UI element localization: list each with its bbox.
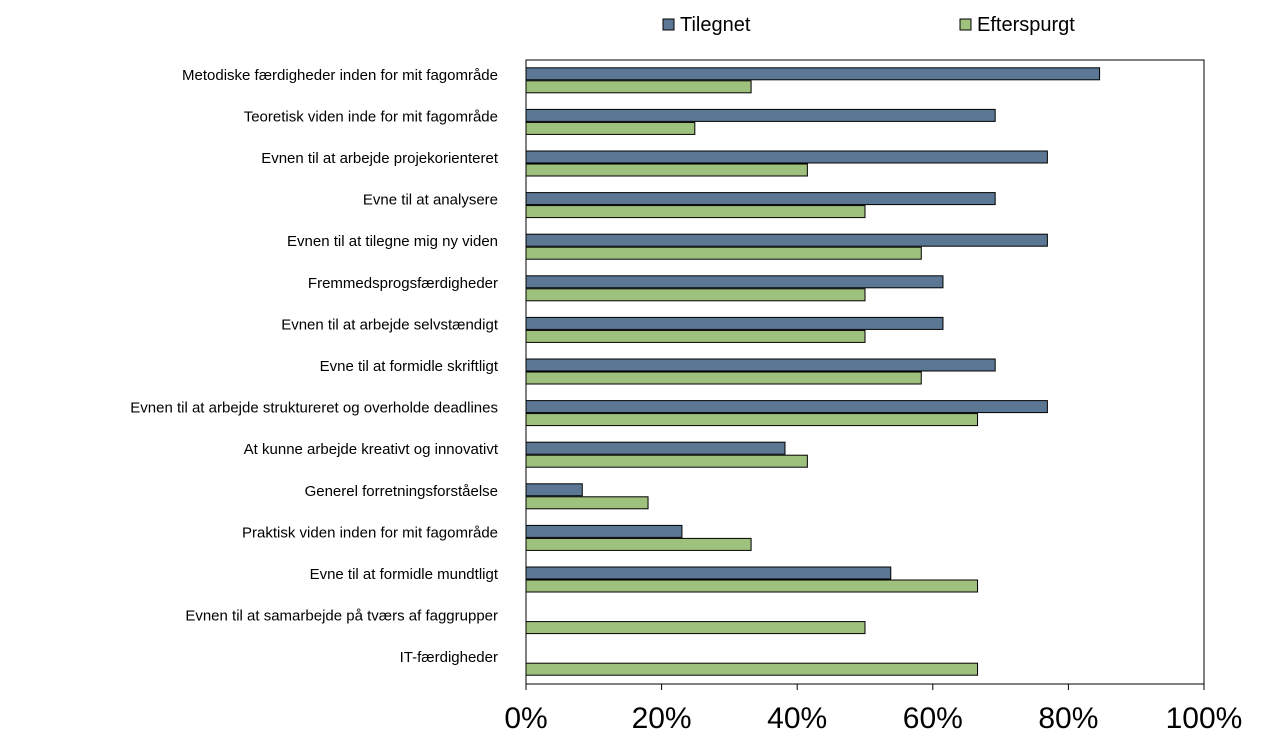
category-label: Evne til at formidle skriftligt <box>320 358 499 375</box>
bar-tilegnet <box>525 400 1048 414</box>
bar-efterspurgt <box>525 205 866 219</box>
legend-swatch-2 <box>959 18 972 31</box>
category-label: At kunne arbejde kreativt og innovativt <box>244 441 499 458</box>
bar-efterspurgt <box>525 371 922 385</box>
category-label: Metodiske færdigheder inden for mit fago… <box>182 67 498 84</box>
bar-efterspurgt <box>525 413 979 427</box>
x-tick-label: 0% <box>504 702 547 735</box>
bar-efterspurgt <box>525 329 866 343</box>
category-label: Evnen til at tilegne mig ny viden <box>287 233 498 250</box>
bar-efterspurgt <box>525 288 866 302</box>
bar-tilegnet <box>525 67 1101 81</box>
legend-label-1: Tilegnet <box>680 14 751 36</box>
x-tick-label: 20% <box>632 702 692 735</box>
x-tick-label: 80% <box>1038 702 1098 735</box>
category-label: Evnen til at arbejde struktureret og ove… <box>130 400 498 417</box>
bar-efterspurgt <box>525 80 752 94</box>
bar-efterspurgt <box>525 621 866 635</box>
bar-tilegnet <box>525 566 892 580</box>
bar-efterspurgt <box>525 454 808 468</box>
x-axis: 0% 20% 40% 60% 80% 100% <box>504 684 1242 735</box>
x-tick-label: 60% <box>903 702 963 735</box>
bar-tilegnet <box>525 483 583 497</box>
bar-tilegnet <box>525 108 996 122</box>
chart-legend: Tilegnet Efterspurgt <box>662 14 1075 36</box>
bars <box>525 67 1101 676</box>
bar-efterspurgt <box>525 121 696 135</box>
category-label: Fremmedsprogsfærdigheder <box>308 275 498 292</box>
legend-label-2: Efterspurgt <box>977 14 1075 36</box>
bar-efterspurgt <box>525 537 752 551</box>
bar-tilegnet <box>525 275 944 289</box>
x-tick-label: 40% <box>767 702 827 735</box>
bar-efterspurgt <box>525 579 979 593</box>
bar-efterspurgt <box>525 246 922 260</box>
bar-tilegnet <box>525 358 996 372</box>
category-label: Generel forretningsforståelse <box>305 483 498 500</box>
bar-efterspurgt <box>525 496 649 510</box>
category-label: Praktisk viden inden for mit fagområde <box>242 524 498 541</box>
bar-tilegnet <box>525 441 786 455</box>
category-label: Evne til at analysere <box>363 192 498 209</box>
bar-tilegnet <box>525 192 996 206</box>
x-tick-label: 100% <box>1166 702 1243 735</box>
bar-tilegnet <box>525 150 1048 164</box>
category-label: Evnen til at arbejde selvstændigt <box>281 316 499 333</box>
category-label: Evnen til at arbejde projekorienteret <box>261 150 499 167</box>
category-labels: Metodiske færdigheder inden for mit fago… <box>130 67 499 666</box>
bar-tilegnet <box>525 316 944 330</box>
category-label: IT-færdigheder <box>400 649 498 666</box>
category-label: Evne til at formidle mundtligt <box>310 566 499 583</box>
bar-tilegnet <box>525 233 1048 247</box>
category-label: Teoretisk viden inde for mit fagområde <box>244 108 498 125</box>
category-label: Evnen til at samarbejde på tværs af fagg… <box>185 608 498 625</box>
bar-tilegnet <box>525 524 683 538</box>
bar-efterspurgt <box>525 163 808 177</box>
bar-efterspurgt <box>525 662 979 676</box>
legend-swatch-1 <box>662 18 675 31</box>
